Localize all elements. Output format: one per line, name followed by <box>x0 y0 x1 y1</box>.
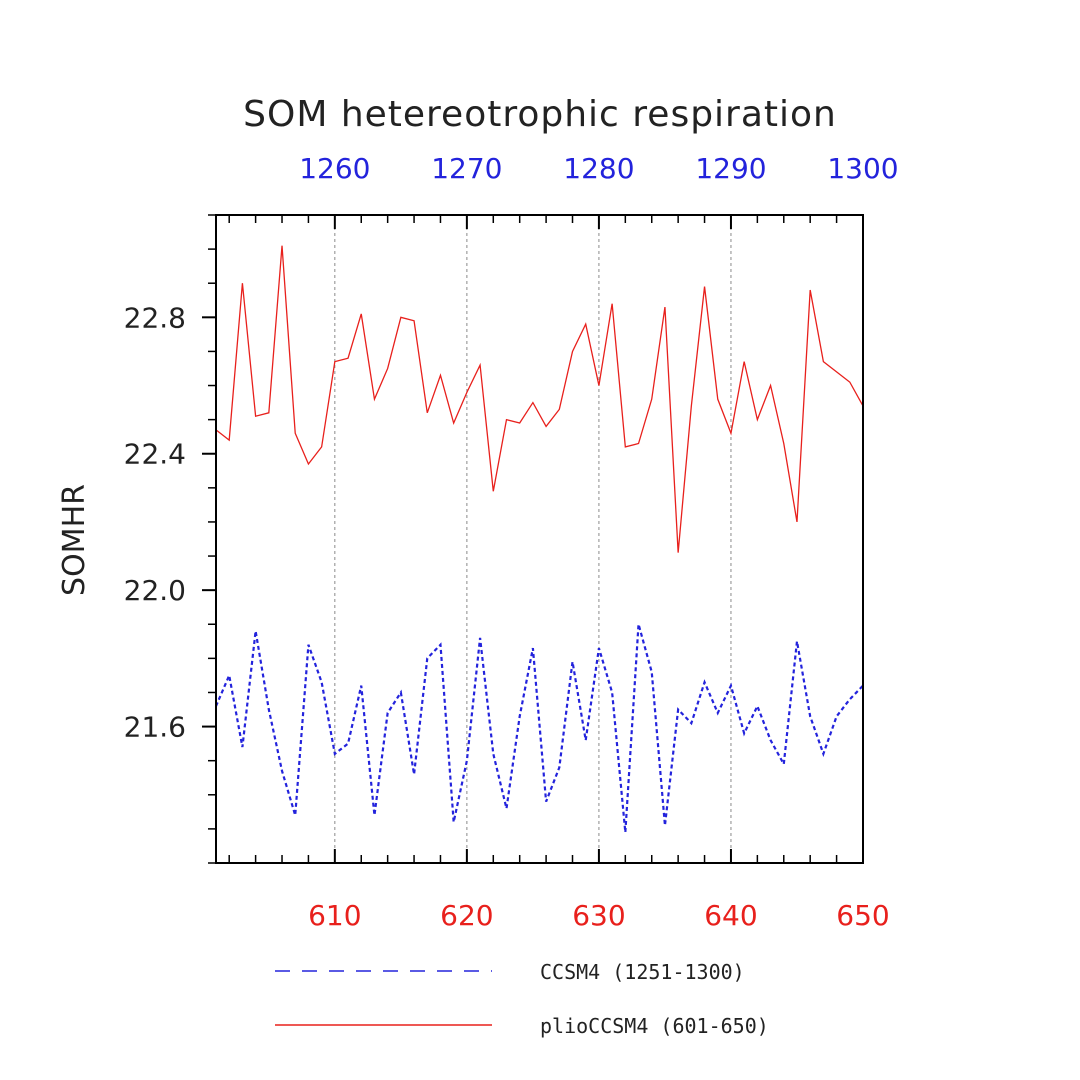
legend: CCSM4 (1251-1300) plioCCSM4 (601-650) <box>275 960 769 1038</box>
series-line-pliocsm4 <box>215 245 864 553</box>
series-layer <box>214 245 864 833</box>
y-tick-label: 22.8 <box>124 301 186 334</box>
x-bottom-tick-label: 640 <box>704 899 757 932</box>
x-bottom-tick-label: 650 <box>836 899 889 932</box>
y-tick-label: 22.4 <box>124 438 186 471</box>
x-top-tick-label: 1270 <box>431 152 502 185</box>
x-top-tick-label: 1280 <box>563 152 634 185</box>
legend-label: plioCCSM4 (601-650) <box>540 1014 769 1038</box>
y-tick-label: 21.6 <box>124 711 186 744</box>
x-bottom-tick-label: 630 <box>572 899 625 932</box>
x-top-tick-label: 1300 <box>827 152 898 185</box>
legend-label: CCSM4 (1251-1300) <box>540 960 745 984</box>
y-tick-label: 22.0 <box>124 574 186 607</box>
x-bottom-tick-label: 620 <box>440 899 493 932</box>
series-line-ccsm4 <box>214 623 864 833</box>
y-axis-label: SOMHR <box>57 484 92 596</box>
x-bottom-tick-label: 610 <box>308 899 361 932</box>
x-top-tick-label: 1290 <box>695 152 766 185</box>
plot-frame <box>215 214 864 864</box>
chart-title: SOM hetereotrophic respiration <box>243 94 837 135</box>
x-top-tick-label: 1260 <box>299 152 370 185</box>
tick-labels: 610 620 630 640 650 1260 1270 1280 1290 1300 21.6 2… <box>124 152 899 932</box>
axis-ticks <box>202 214 864 864</box>
